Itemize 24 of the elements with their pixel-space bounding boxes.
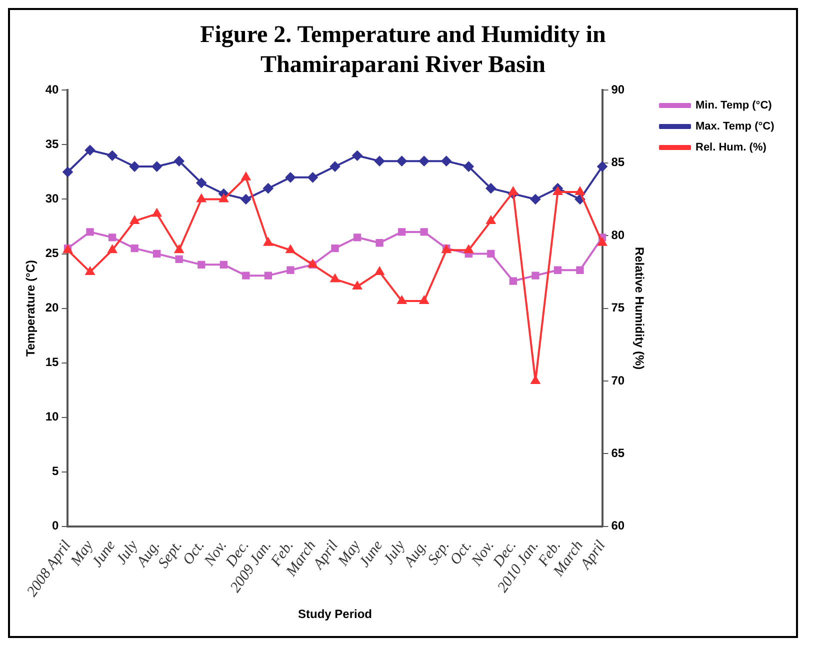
y-tick-label: 30 xyxy=(45,192,60,206)
y2-tick-label: 70 xyxy=(611,373,625,388)
y2-tick-label: 80 xyxy=(611,228,625,242)
y-tick-label: 5 xyxy=(52,464,60,478)
y2-tick-label: 65 xyxy=(611,446,625,460)
x-axis-title: Study Period xyxy=(298,607,372,622)
y2-tick-label: 85 xyxy=(611,155,625,170)
legend-label: Max. Temp (°C) xyxy=(696,120,775,133)
legend-label: Min. Temp (°C) xyxy=(696,100,772,112)
legend-label: Rel. Hum. (%) xyxy=(696,142,767,154)
y-tick-label: 20 xyxy=(45,300,60,315)
y-axis-title: Temperature (°C) xyxy=(24,260,38,357)
y-tick-label: 15 xyxy=(45,355,60,370)
y-tick-label: 25 xyxy=(45,246,60,260)
y2-tick-label: 90 xyxy=(611,82,625,97)
y2-tick-label: 75 xyxy=(611,300,625,315)
y-tick-label: 10 xyxy=(45,410,60,424)
chart-title: Figure 2. Temperature and Humidity in Thamiraparani River Basin xyxy=(199,21,607,80)
y-tick-label: 0 xyxy=(52,518,60,533)
y2-axis-title: Relative Humidity (%) xyxy=(632,246,646,370)
y-tick-label: 40 xyxy=(45,82,60,97)
y2-tick-label: 60 xyxy=(611,518,625,533)
y-tick-label: 35 xyxy=(45,137,60,152)
x-tick-label: Sep. xyxy=(425,538,453,568)
